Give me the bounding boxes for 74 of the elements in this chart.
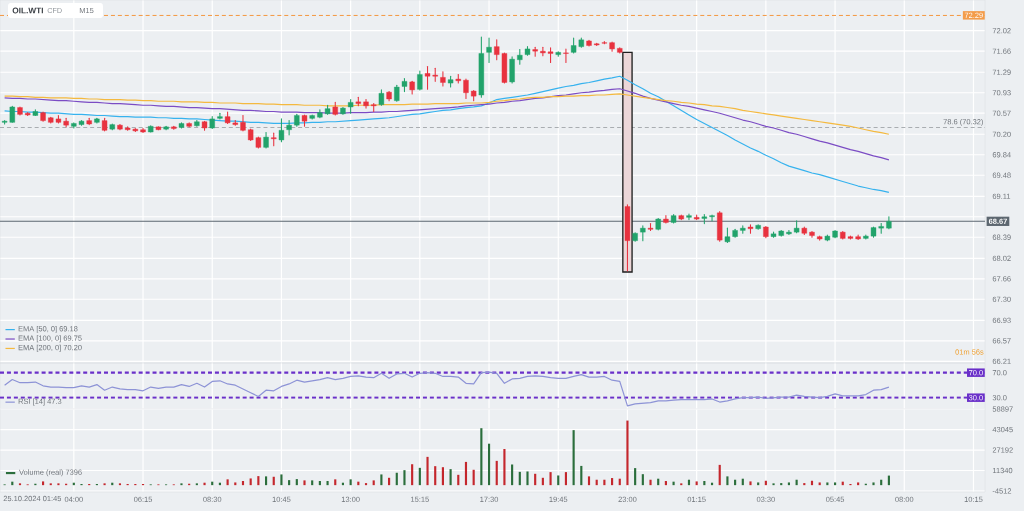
candlestick xyxy=(278,118,285,143)
bar xyxy=(780,483,783,486)
bar xyxy=(380,474,383,486)
bar xyxy=(480,428,483,486)
bar xyxy=(403,470,406,486)
bar xyxy=(787,482,791,486)
candlestick xyxy=(486,37,492,64)
bar xyxy=(441,467,444,486)
bar xyxy=(611,478,614,486)
bar xyxy=(634,468,637,486)
bar xyxy=(418,467,421,486)
bar xyxy=(826,482,829,486)
bar xyxy=(818,482,821,486)
bar xyxy=(295,479,298,486)
bar xyxy=(549,472,552,486)
bar xyxy=(718,464,721,486)
bar xyxy=(649,479,652,486)
bar xyxy=(511,464,514,486)
bar xyxy=(249,478,252,486)
bar xyxy=(757,482,760,486)
candlestick xyxy=(686,213,692,221)
bar xyxy=(726,476,729,486)
bar xyxy=(449,469,452,486)
bar xyxy=(872,482,875,486)
bar xyxy=(334,479,337,486)
bar xyxy=(372,480,375,486)
bar xyxy=(349,479,352,486)
candlestick xyxy=(217,112,223,120)
bar xyxy=(280,474,283,486)
bar xyxy=(41,481,45,486)
bar xyxy=(226,479,229,486)
bar xyxy=(326,481,329,486)
bar xyxy=(257,476,260,486)
bar xyxy=(495,460,498,486)
candlestick xyxy=(463,78,469,99)
bar xyxy=(857,482,860,486)
bar xyxy=(411,464,414,486)
bar xyxy=(264,476,268,486)
text: OIL.WTI xyxy=(12,7,43,14)
bar xyxy=(587,476,591,486)
bar xyxy=(311,480,314,486)
bar xyxy=(572,430,575,486)
bar xyxy=(803,483,806,486)
candlestick xyxy=(440,71,446,87)
bar xyxy=(557,475,560,486)
bar xyxy=(626,420,629,486)
candlestick xyxy=(563,48,569,64)
bar xyxy=(234,482,237,486)
candlestick xyxy=(363,99,369,109)
bar xyxy=(364,483,368,486)
bar xyxy=(503,448,506,486)
bar xyxy=(641,474,644,486)
bar xyxy=(580,465,583,486)
candlestick xyxy=(417,70,423,91)
candlestick xyxy=(509,56,515,84)
bar xyxy=(564,472,568,486)
candlestick xyxy=(709,214,715,222)
candlestick xyxy=(786,229,792,235)
bar xyxy=(695,481,698,486)
bar xyxy=(472,469,475,486)
bar xyxy=(457,474,460,486)
bar xyxy=(434,466,437,486)
bar xyxy=(749,481,752,486)
bar xyxy=(464,461,468,486)
bar xyxy=(534,473,537,486)
candlestick xyxy=(286,120,292,136)
bar xyxy=(203,482,206,486)
bar xyxy=(526,471,529,486)
bar xyxy=(303,480,306,486)
bar xyxy=(487,443,491,486)
bar xyxy=(426,456,429,486)
bar xyxy=(518,471,521,486)
bar xyxy=(288,480,291,486)
bar xyxy=(833,482,837,486)
